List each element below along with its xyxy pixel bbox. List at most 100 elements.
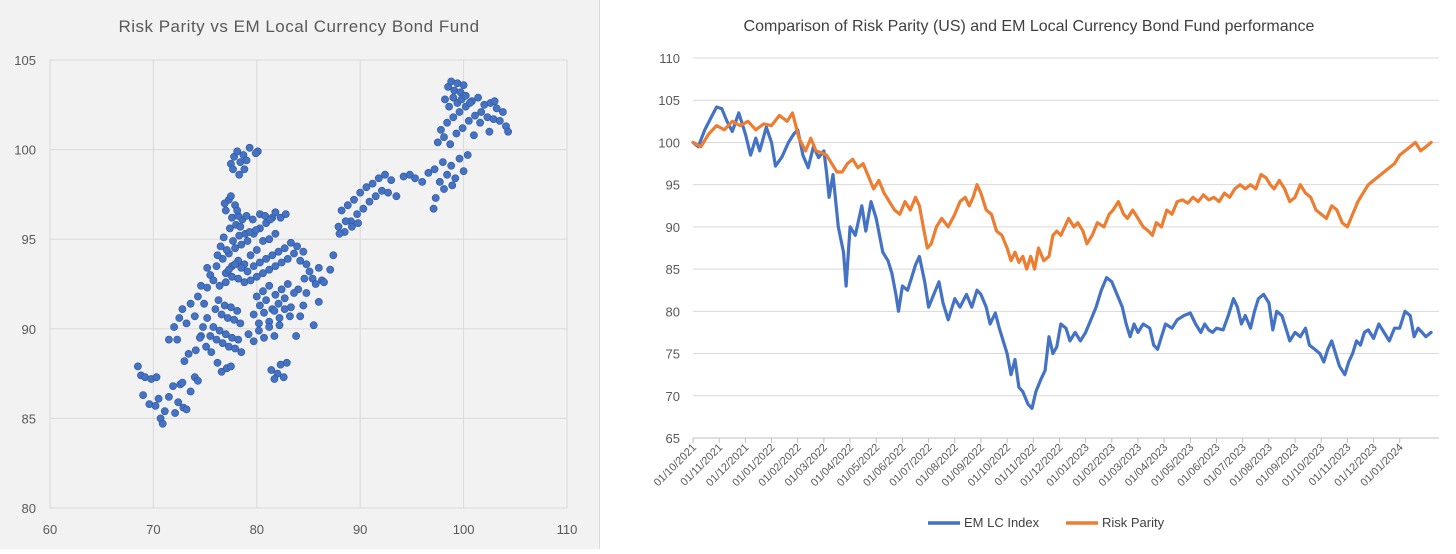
data-point bbox=[285, 312, 294, 321]
data-point bbox=[461, 91, 470, 100]
data-point bbox=[504, 127, 512, 136]
data-point bbox=[213, 251, 222, 260]
data-point bbox=[350, 195, 358, 204]
data-point bbox=[164, 335, 173, 344]
data-point bbox=[203, 283, 212, 292]
data-point bbox=[411, 174, 419, 183]
data-point bbox=[171, 409, 179, 417]
data-point bbox=[440, 185, 448, 193]
data-point bbox=[217, 310, 226, 319]
data-point bbox=[255, 258, 264, 267]
data-point bbox=[474, 93, 482, 102]
data-point bbox=[498, 108, 507, 116]
data-point bbox=[215, 281, 224, 290]
data-point bbox=[240, 165, 249, 174]
y-tick-label: 80 bbox=[666, 304, 680, 319]
data-point bbox=[359, 204, 368, 213]
data-point bbox=[455, 108, 464, 116]
data-point bbox=[477, 108, 486, 116]
data-point bbox=[274, 247, 283, 256]
data-point bbox=[259, 269, 267, 278]
data-point bbox=[392, 192, 401, 201]
data-point bbox=[221, 206, 230, 215]
y-tick-label: 80 bbox=[22, 501, 36, 516]
data-point bbox=[252, 246, 261, 254]
data-point bbox=[429, 204, 438, 213]
data-point bbox=[234, 335, 243, 344]
data-point bbox=[329, 251, 338, 260]
data-point bbox=[254, 326, 263, 335]
data-point bbox=[178, 305, 187, 313]
data-point bbox=[458, 124, 467, 133]
data-point bbox=[178, 378, 187, 387]
data-point bbox=[305, 267, 314, 276]
data-point bbox=[356, 188, 365, 197]
data-point bbox=[206, 332, 215, 340]
data-point bbox=[431, 194, 440, 202]
data-point bbox=[277, 258, 286, 267]
data-point bbox=[343, 201, 352, 210]
data-point bbox=[266, 215, 275, 224]
y-tick-label: 105 bbox=[658, 93, 680, 108]
data-point bbox=[260, 333, 268, 342]
data-point bbox=[282, 358, 291, 367]
data-point bbox=[286, 238, 295, 247]
x-tick-label: 60 bbox=[43, 522, 57, 537]
data-point bbox=[164, 392, 173, 401]
data-point bbox=[244, 330, 253, 339]
data-point bbox=[202, 342, 210, 351]
data-point bbox=[242, 211, 251, 220]
data-point bbox=[292, 332, 300, 340]
data-point bbox=[271, 262, 280, 270]
data-point bbox=[341, 217, 350, 226]
data-point bbox=[252, 272, 261, 281]
legend: EM LC Index Risk Parity bbox=[928, 515, 1165, 530]
data-point bbox=[209, 323, 218, 331]
scatter-chart: Risk Parity vs EM Local Currency Bond Fu… bbox=[14, 17, 578, 537]
data-point bbox=[219, 233, 228, 242]
data-point bbox=[231, 244, 239, 253]
data-point bbox=[268, 251, 277, 260]
data-point bbox=[251, 149, 260, 158]
data-point bbox=[234, 274, 243, 283]
data-point bbox=[203, 314, 212, 322]
data-point bbox=[290, 249, 298, 258]
data-point bbox=[280, 305, 289, 313]
data-point bbox=[225, 224, 234, 233]
data-point bbox=[314, 297, 323, 306]
data-point bbox=[463, 151, 472, 159]
data-point bbox=[199, 323, 207, 331]
data-point bbox=[158, 419, 167, 428]
x-tick-label: 110 bbox=[557, 522, 578, 537]
data-point bbox=[353, 210, 361, 218]
data-point bbox=[275, 321, 284, 330]
data-point bbox=[265, 281, 274, 290]
data-point bbox=[281, 210, 290, 218]
data-point bbox=[237, 263, 246, 272]
data-point bbox=[173, 335, 182, 344]
data-point bbox=[249, 337, 258, 346]
data-point bbox=[151, 401, 160, 410]
data-point bbox=[471, 111, 479, 120]
scatter-chart-panel: Risk Parity vs EM Local Currency Bond Fu… bbox=[0, 0, 600, 549]
data-point bbox=[226, 362, 235, 371]
data-point bbox=[492, 104, 501, 113]
data-point bbox=[452, 129, 461, 138]
data-point bbox=[243, 237, 252, 245]
data-point bbox=[302, 260, 311, 269]
data-point bbox=[160, 407, 169, 416]
data-point bbox=[267, 366, 276, 374]
chart-title: Risk Parity vs EM Local Currency Bond Fu… bbox=[118, 17, 479, 36]
data-point bbox=[213, 358, 222, 367]
data-point bbox=[186, 387, 195, 396]
data-point bbox=[249, 310, 258, 319]
data-point bbox=[254, 319, 263, 328]
data-point bbox=[231, 344, 239, 353]
data-point bbox=[447, 161, 456, 170]
series-line-risk-parity bbox=[691, 111, 1433, 271]
data-point bbox=[133, 362, 142, 371]
data-point bbox=[139, 391, 147, 399]
data-point bbox=[233, 206, 242, 215]
data-point bbox=[384, 188, 392, 197]
data-point bbox=[237, 240, 246, 249]
